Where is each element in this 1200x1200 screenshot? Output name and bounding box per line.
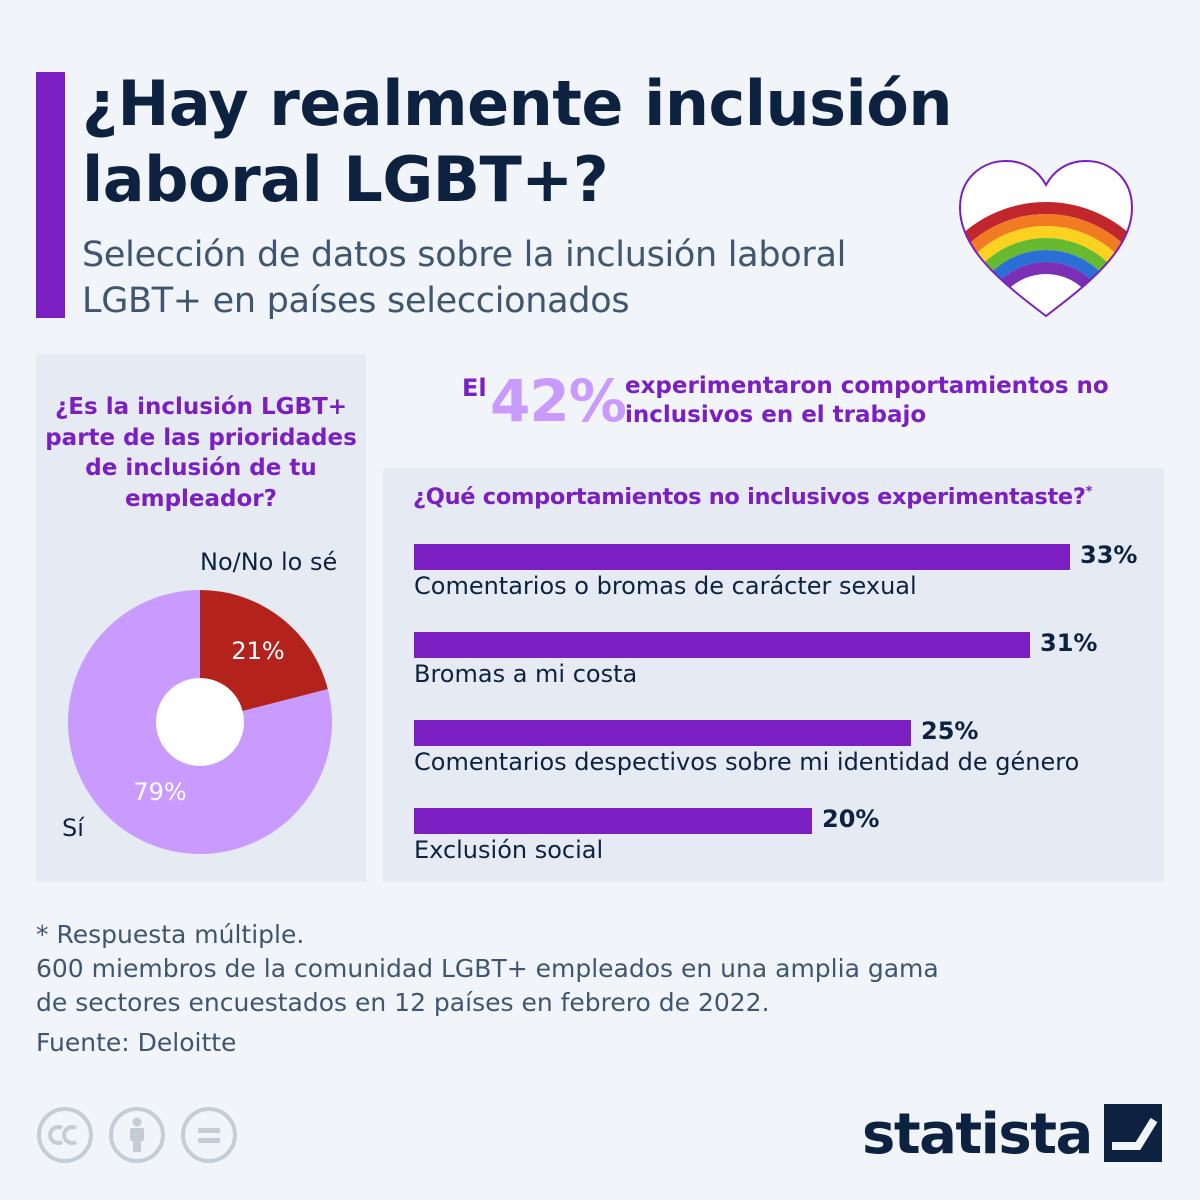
bar-value-label-1: 33% <box>1080 541 1138 569</box>
pie-question: ¿Es la inclusión LGBT+ parte de las prio… <box>45 394 357 512</box>
donut-chart: 21% 79% <box>67 590 333 854</box>
footnotes: * Respuesta múltiple. 600 miembros de la… <box>36 918 1136 1060</box>
bar-category-label-4: Exclusión social <box>414 836 604 864</box>
statista-mark-icon <box>1104 1104 1162 1162</box>
pie-value-label-no: 21% <box>231 637 284 665</box>
note-source: Fuente: Deloitte <box>36 1028 237 1057</box>
rainbow-heart-icon <box>958 159 1134 318</box>
no-derivatives-icon[interactable] <box>180 1106 238 1164</box>
statista-wordmark: statista <box>862 1102 1092 1167</box>
bar-category-label-3: Comentarios despectivos sobre mi identid… <box>414 748 1080 776</box>
note-multiple: * Respuesta múltiple. <box>36 920 305 949</box>
bar-2 <box>414 632 1030 658</box>
pie-slice-no <box>200 590 328 722</box>
bar-3 <box>414 720 911 746</box>
pie-no-label: No/No lo sé <box>200 548 338 576</box>
bar-value-label-2: 31% <box>1040 629 1098 657</box>
highlight-text: experimentaron comportamientos no inclus… <box>625 373 1109 428</box>
bar-question-footnote-mark: * <box>1085 484 1093 500</box>
bar-category-label-2: Bromas a mi costa <box>414 660 638 688</box>
pie-yes-label: Sí <box>62 814 84 842</box>
bar-question-text: ¿Qué comportamientos no inclusivos exper… <box>413 484 1086 510</box>
cc-icon[interactable] <box>36 1106 94 1164</box>
note-survey-line1: 600 miembros de la comunidad LGBT+ emple… <box>36 954 939 983</box>
highlight-value: 42% <box>490 367 627 435</box>
note-survey-line2: de sectores encuestados en 12 países en … <box>36 988 770 1017</box>
attribution-icon[interactable] <box>108 1106 166 1164</box>
bar-value-label-4: 20% <box>822 805 880 833</box>
highlight-prefix: El <box>462 374 487 402</box>
bar-category-label-1: Comentarios o bromas de carácter sexual <box>414 572 917 600</box>
page-subtitle: Selección de datos sobre la inclusión la… <box>82 235 847 321</box>
bar-1 <box>414 544 1070 570</box>
statista-logo[interactable]: statista <box>862 1098 1164 1170</box>
donut-hole <box>156 678 244 766</box>
pie-value-label-yes: 79% <box>133 778 186 806</box>
bar-4 <box>414 808 812 834</box>
page-title: ¿Hay realmente inclusión laboral LGBT+? <box>82 67 953 216</box>
bar-question: ¿Qué comportamientos no inclusivos exper… <box>413 484 1158 510</box>
bar-value-label-3: 25% <box>921 717 979 745</box>
title-accent-bar <box>36 72 65 318</box>
